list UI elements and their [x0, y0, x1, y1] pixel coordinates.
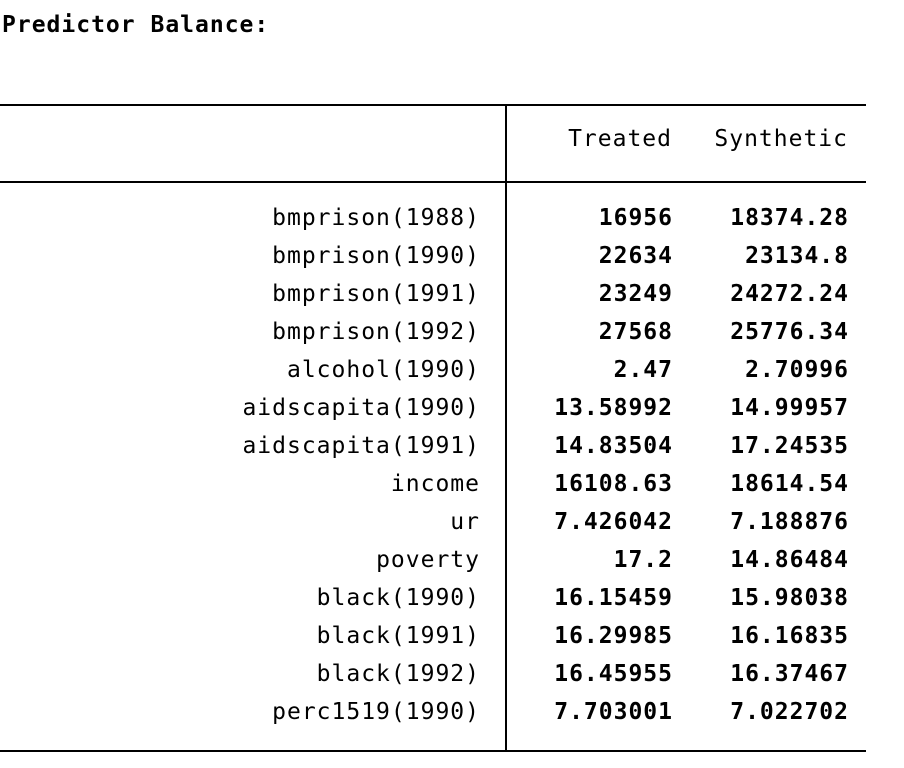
table-column-divider	[505, 104, 507, 752]
table-row: aidscapita(1991) 14.83504 17.24535	[0, 427, 866, 465]
treated-value: 23249	[598, 281, 673, 307]
treated-value: 7.426042	[554, 509, 673, 535]
table-row: black(1992) 16.45955 16.37467	[0, 655, 866, 693]
column-header-treated: Treated	[568, 126, 672, 152]
table-row: black(1991) 16.29985 16.16835	[0, 617, 866, 655]
row-label: black(1990)	[316, 585, 480, 611]
row-label: bmprison(1992)	[272, 319, 480, 345]
column-header-synthetic: Synthetic	[714, 126, 848, 152]
synthetic-value: 18374.28	[730, 205, 849, 231]
synthetic-value: 24272.24	[730, 281, 849, 307]
table-row: aidscapita(1990) 13.58992 14.99957	[0, 389, 866, 427]
table-top-rule	[0, 104, 866, 106]
synthetic-value: 17.24535	[730, 433, 849, 459]
table-row: income 16108.63 18614.54	[0, 465, 866, 503]
row-label: aidscapita(1991)	[242, 433, 480, 459]
synthetic-value: 15.98038	[730, 585, 849, 611]
synthetic-value: 14.86484	[730, 547, 849, 573]
table-row: poverty 17.2 14.86484	[0, 541, 866, 579]
treated-value: 16.15459	[554, 585, 673, 611]
table-header-rule	[0, 181, 866, 183]
table-row: bmprison(1990) 22634 23134.8	[0, 237, 866, 275]
synthetic-value: 16.16835	[730, 623, 849, 649]
row-label: black(1992)	[316, 661, 480, 687]
table-row: perc1519(1990) 7.703001 7.022702	[0, 693, 866, 731]
table-row: black(1990) 16.15459 15.98038	[0, 579, 866, 617]
treated-value: 16956	[598, 205, 673, 231]
row-label: black(1991)	[316, 623, 480, 649]
row-label: income	[390, 471, 480, 497]
treated-value: 16.29985	[554, 623, 673, 649]
row-label: perc1519(1990)	[272, 699, 480, 725]
predictor-balance-table: bmprison(1988) 16956 18374.28 bmprison(1990…	[0, 199, 866, 731]
treated-value: 16108.63	[554, 471, 673, 497]
synthetic-value: 23134.8	[745, 243, 849, 269]
treated-value: 27568	[598, 319, 673, 345]
synthetic-value: 16.37467	[730, 661, 849, 687]
treated-value: 14.83504	[554, 433, 673, 459]
treated-value: 22634	[598, 243, 673, 269]
table-bottom-rule	[0, 750, 866, 752]
synthetic-value: 7.188876	[730, 509, 849, 535]
table-row: bmprison(1992) 27568 25776.34	[0, 313, 866, 351]
table-row: bmprison(1991) 23249 24272.24	[0, 275, 866, 313]
row-label: bmprison(1990)	[272, 243, 480, 269]
row-label: ur	[450, 509, 480, 535]
synthetic-value: 14.99957	[730, 395, 849, 421]
synthetic-value: 18614.54	[730, 471, 849, 497]
row-label: aidscapita(1990)	[242, 395, 480, 421]
synthetic-value: 2.70996	[745, 357, 849, 383]
row-label: poverty	[376, 547, 480, 573]
treated-value: 13.58992	[554, 395, 673, 421]
treated-value: 2.47	[613, 357, 673, 383]
table-row: alcohol(1990) 2.47 2.70996	[0, 351, 866, 389]
row-label: bmprison(1991)	[272, 281, 480, 307]
treated-value: 16.45955	[554, 661, 673, 687]
page-title: Predictor Balance:	[2, 12, 270, 38]
treated-value: 17.2	[613, 547, 673, 573]
synthetic-value: 25776.34	[730, 319, 849, 345]
table-row: ur 7.426042 7.188876	[0, 503, 866, 541]
row-label: bmprison(1988)	[272, 205, 480, 231]
synthetic-value: 7.022702	[730, 699, 849, 725]
table-row: bmprison(1988) 16956 18374.28	[0, 199, 866, 237]
treated-value: 7.703001	[554, 699, 673, 725]
row-label: alcohol(1990)	[286, 357, 480, 383]
